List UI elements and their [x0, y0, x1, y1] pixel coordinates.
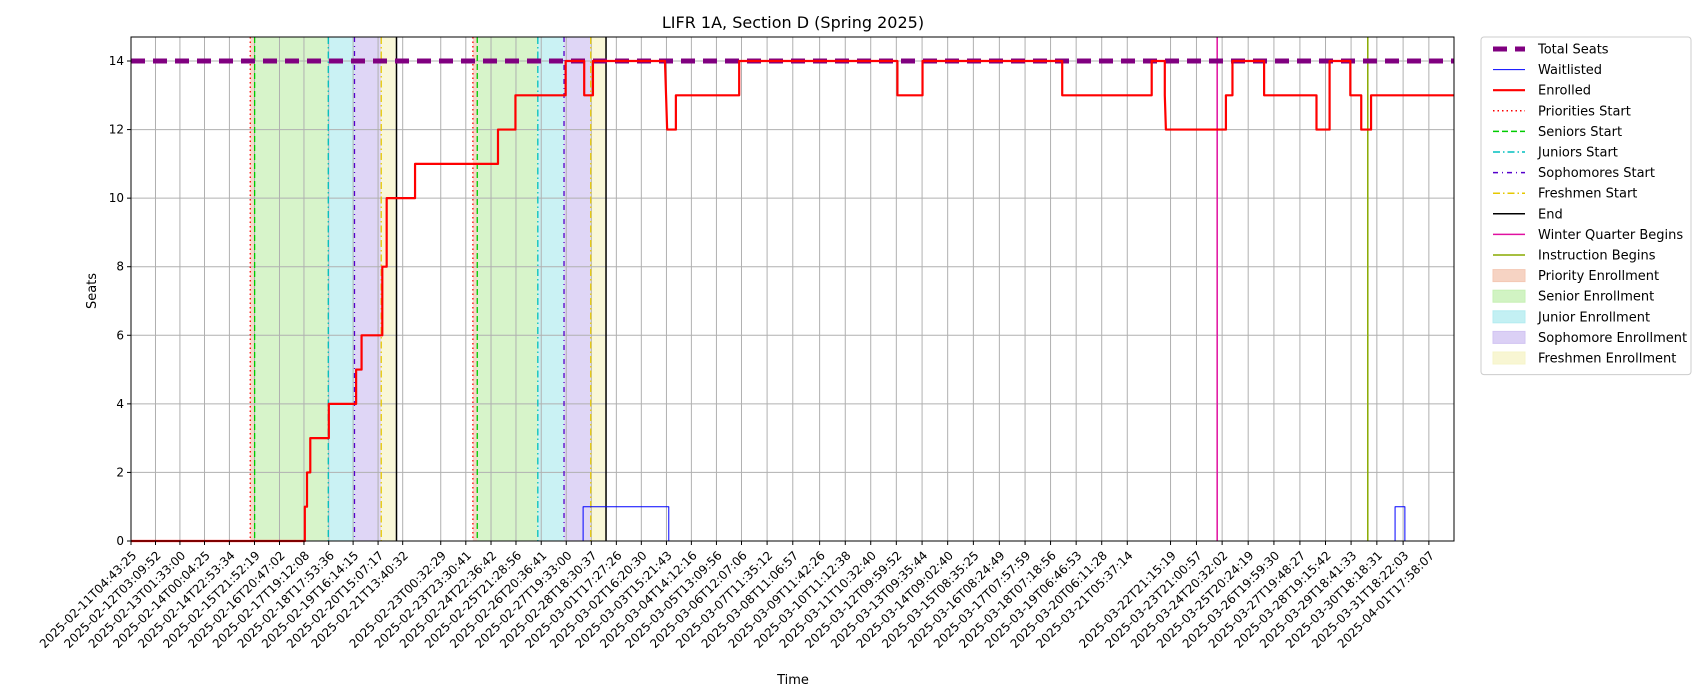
legend-item: Priorities Start [1493, 104, 1631, 119]
legend-label: Waitlisted [1538, 63, 1602, 78]
span-freshmen-enrollment [381, 37, 397, 541]
legend-item: Enrolled [1493, 84, 1591, 99]
legend-label: Priority Enrollment [1538, 269, 1659, 284]
legend-swatch [1492, 310, 1526, 324]
y-axis-ticks: 0 2 4 6 8 10 12 14 [109, 54, 131, 548]
legend-label: Instruction Begins [1538, 249, 1656, 264]
y-tick-label: 12 [109, 123, 124, 137]
legend-item: Sophomore Enrollment [1492, 330, 1687, 346]
span-freshmen-enrollment [590, 37, 607, 541]
legend-item: Instruction Begins [1493, 249, 1656, 264]
event-lines [249, 37, 1369, 541]
x-axis-label: Time [776, 673, 809, 688]
span-junior-enrollment [328, 37, 355, 541]
y-tick-label: 10 [109, 191, 124, 205]
legend-swatch [1492, 351, 1526, 365]
legend-label: Enrolled [1538, 84, 1591, 99]
legend-item: Freshmen Start [1493, 187, 1637, 202]
legend-item: End [1493, 207, 1563, 222]
legend-label: Senior Enrollment [1538, 290, 1654, 305]
legend-item: Juniors Start [1493, 146, 1618, 161]
legend: Total Seats Waitlisted Enrolled Priorities … [1480, 36, 1692, 376]
legend-item: Seniors Start [1493, 125, 1622, 140]
legend-label: Freshmen Start [1538, 187, 1637, 202]
span-junior-enrollment [537, 37, 565, 541]
y-axis-label: Seats [85, 273, 100, 309]
enrollment-spans [250, 37, 607, 541]
legend-swatch [1492, 289, 1526, 303]
legend-swatch [1492, 269, 1526, 283]
legend-item: Waitlisted [1493, 63, 1602, 78]
legend-label: Sophomore Enrollment [1538, 331, 1687, 346]
legend-label: Sophomores Start [1538, 166, 1655, 181]
span-priority-enrollment [472, 37, 478, 541]
y-tick-label: 6 [116, 328, 124, 342]
legend-label: Juniors Start [1537, 146, 1618, 161]
span-sophomore-enrollment [564, 37, 591, 541]
span-senior-enrollment [254, 37, 329, 541]
series-enrolled [131, 59, 1454, 543]
y-tick-label: 0 [116, 534, 124, 548]
legend-item: Total Seats [1493, 43, 1609, 58]
legend-label: Priorities Start [1538, 104, 1631, 119]
span-senior-enrollment [477, 37, 538, 541]
y-tick-label: 4 [116, 397, 124, 411]
y-tick-label: 2 [116, 465, 124, 479]
legend-item: Freshmen Enrollment [1492, 351, 1676, 367]
x-axis-ticks: 2025-02-11T04:43:252025-02-12T03:09:5220… [37, 541, 1437, 651]
legend-swatch [1492, 330, 1526, 344]
span-priority-enrollment [250, 37, 255, 541]
legend-label: Winter Quarter Begins [1538, 228, 1683, 243]
legend-label: Freshmen Enrollment [1538, 352, 1676, 367]
span-sophomore-enrollment [354, 37, 382, 541]
legend-label: Total Seats [1537, 43, 1609, 58]
y-tick-label: 14 [109, 54, 124, 68]
y-tick-label: 8 [116, 260, 124, 274]
legend-label: Junior Enrollment [1537, 310, 1650, 325]
legend-item: Winter Quarter Begins [1493, 228, 1683, 243]
legend-box [1480, 36, 1692, 376]
chart-title: LIFR 1A, Section D (Spring 2025) [662, 13, 924, 32]
legend-item: Junior Enrollment [1492, 310, 1650, 325]
legend-item: Senior Enrollment [1492, 289, 1654, 305]
legend-item: Sophomores Start [1493, 166, 1655, 181]
legend-item: Priority Enrollment [1492, 269, 1659, 284]
legend-label: Seniors Start [1538, 125, 1622, 140]
legend-label: End [1538, 207, 1563, 222]
